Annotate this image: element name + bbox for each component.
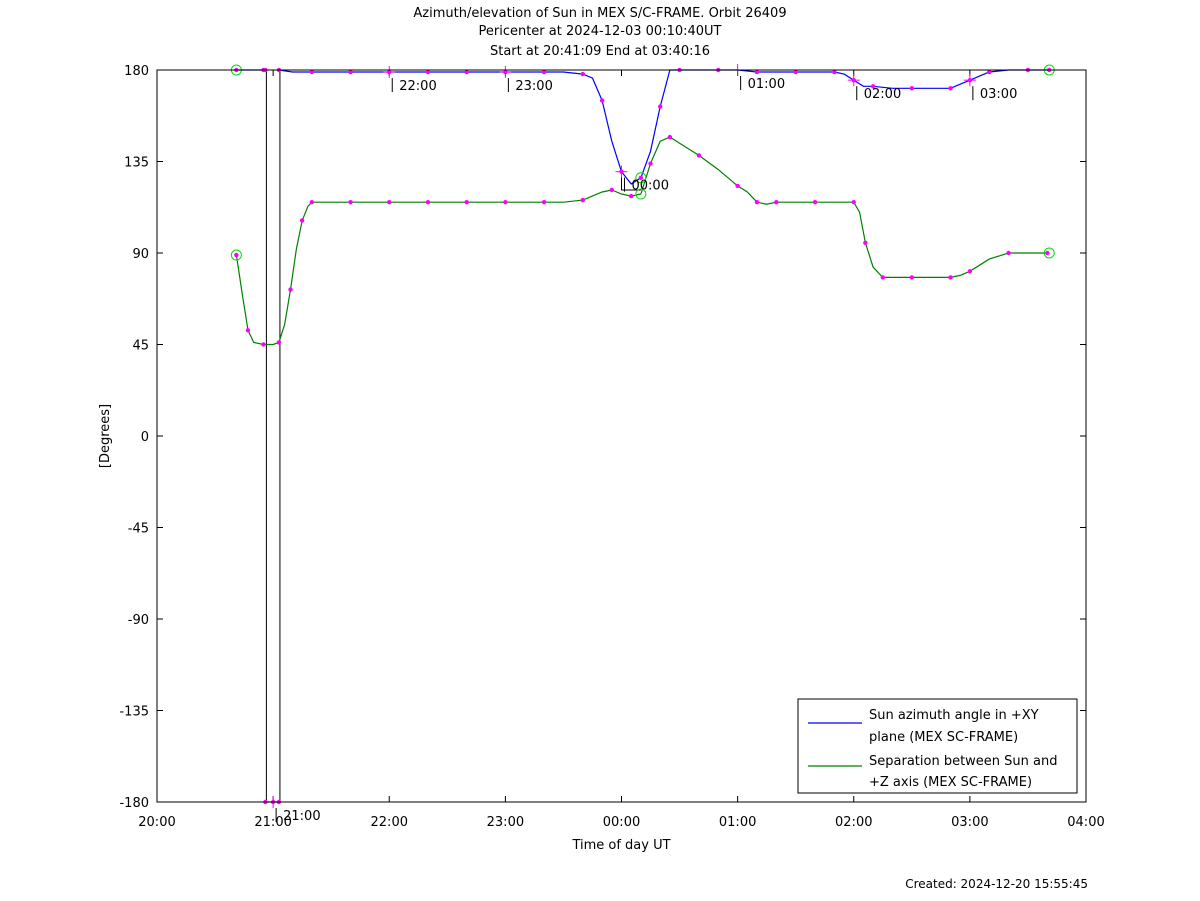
chart-title-line1: Azimuth/elevation of Sun in MEX S/C-FRAM… [413,6,787,21]
x-tick-label: 04:00 [1067,815,1104,830]
separation-marker [245,328,251,333]
event-circle-marker [230,249,242,261]
plot-frame [156,69,1087,803]
separation-marker [754,199,760,205]
x-tick-label: 02:00 [835,815,872,830]
separation-marker [909,275,915,280]
azimuth-marker [599,98,605,103]
azimuth-marker [425,69,431,75]
x-axis-label: Time of day UT [571,838,670,853]
created-timestamp: Created: 2024-12-20 15:55:45 [905,877,1088,891]
separation-marker [967,269,973,274]
legend-entry-label: Sun azimuth angle in +XY [869,708,1039,723]
y-tick-label: -135 [119,705,149,720]
separation-marker [609,187,615,193]
hour-annotation-label: 21:00 [283,809,320,824]
azimuth-marker [948,86,953,91]
y-tick-label: -90 [128,613,149,628]
separation-marker [541,199,547,205]
separation-series-line [235,136,1050,346]
separation-marker [1006,250,1011,256]
separation-marker [696,153,702,158]
y-tick-label: 135 [124,156,149,171]
separation-marker [309,199,315,205]
azimuth-marker [638,175,644,180]
separation-marker [863,240,868,246]
azimuth-marker [658,104,663,109]
separation-marker [667,134,673,140]
hour-annotation-label: 03:00 [980,87,1017,102]
chart-legend: Sun azimuth angle in +XY plane (MEX SC-FR… [797,698,1078,794]
y-tick-label: 180 [124,64,149,79]
x-tick-label: 20:00 [138,815,175,830]
separation-marker [812,199,818,205]
separation-marker [261,342,266,347]
separation-marker [387,199,392,205]
hour-annotation-label: 22:00 [399,79,436,94]
event-circle-marker [635,188,647,200]
event-circle-marker [1043,247,1055,259]
separation-marker [288,287,293,292]
hour-annotation-label: 23:00 [515,79,552,94]
azimuth-marker [541,69,547,75]
separation-marker [648,161,653,166]
separation-marker [774,199,779,205]
legend-entry-label: plane (MEX SC-FRAME) [869,730,1018,745]
separation-marker [1045,250,1050,256]
y-axis-label: [Degrees] [98,404,113,468]
separation-marker [735,183,740,189]
separation-marker [276,340,282,345]
azimuth-marker [348,69,353,75]
hour-annotation-label: 00:00 [632,179,669,194]
separation-marker [880,275,885,280]
separation-marker [628,193,634,199]
separation-marker [503,199,508,205]
hour-annotation-label: 02:00 [864,87,901,102]
y-tick-label: 45 [132,339,149,354]
chart-title-line3: Start at 20:41:09 End at 03:40:16 [489,44,711,59]
azimuth-marker [464,69,469,75]
legend-entry-label: +Z axis (MEX SC-FRAME) [869,775,1032,790]
chart-title-line2: Pericenter at 2024-12-03 00:10:40UT [478,24,722,39]
y-tick-label: 0 [141,430,149,445]
separation-marker [234,252,239,258]
separation-marker [425,199,431,205]
y-tick-label: -180 [119,796,149,811]
event-circle-marker [635,172,647,184]
separation-marker [580,197,585,203]
x-tick-label: 03:00 [951,815,988,830]
x-tick-label: 22:00 [371,815,408,830]
azimuth-marker [309,69,315,75]
azimuth-series-line [278,69,1050,185]
legend-box [797,698,1078,794]
azimuth-marker [793,69,798,75]
separation-marker [464,199,469,205]
x-tick-label: 23:00 [487,815,524,830]
hour-annotation-label: 01:00 [748,77,785,92]
separation-marker [348,199,353,205]
y-tick-label: 90 [132,247,149,262]
y-tick-label: -45 [128,522,149,537]
azimuth-marker [870,84,876,89]
azimuth-marker [909,86,915,91]
azimuth-marker [832,69,837,75]
x-tick-label: 00:00 [603,815,640,830]
separation-marker [948,275,953,280]
x-tick-label: 21:00 [254,815,291,830]
azimuth-marker [754,69,760,75]
azimuth-marker [580,71,585,77]
separation-marker [851,199,856,205]
azimuth-marker [987,69,992,75]
separation-marker [299,218,305,223]
x-tick-label: 01:00 [719,815,756,830]
legend-entry-label: Separation between Sun and [869,754,1057,769]
